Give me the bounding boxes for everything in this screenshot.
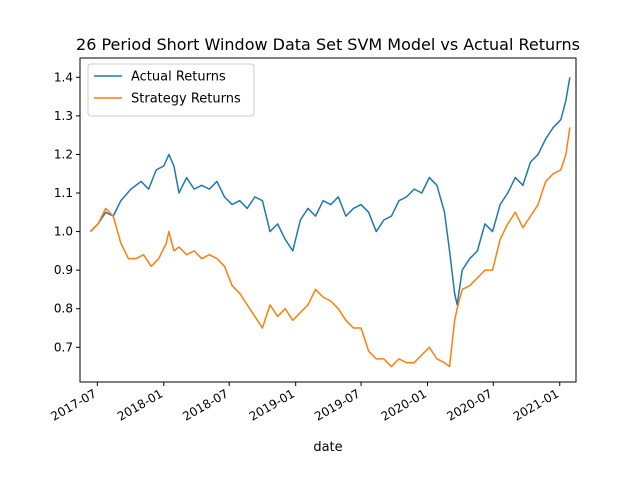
y-tick-label: 1.2: [54, 147, 73, 161]
x-axis-label: date: [313, 440, 342, 455]
series-line-0: [89, 77, 571, 306]
axes-frame: [79, 57, 577, 383]
plot-lines: [89, 77, 571, 368]
y-tick-label: 1.3: [54, 109, 73, 123]
legend-label-1: Strategy Returns: [131, 92, 241, 107]
y-tick-label: 0.8: [54, 302, 73, 316]
y-tick-label: 0.9: [54, 263, 73, 277]
legend-label-0: Actual Returns: [131, 70, 226, 85]
legend: Actual Returns Strategy Returns: [87, 63, 255, 117]
y-axis: 0.7 0.8 0.9 1.0 1.1 1.2 1.3 1.4: [54, 70, 80, 354]
legend-box: [87, 63, 255, 117]
y-tick-label: 1.1: [54, 186, 73, 200]
series-line-1: [89, 127, 571, 368]
y-tick-label: 1.0: [54, 225, 73, 239]
y-tick-label: 0.7: [54, 340, 73, 354]
chart-title: 26 Period Short Window Data Set SVM Mode…: [76, 35, 580, 54]
y-tick-label: 1.4: [54, 70, 73, 84]
